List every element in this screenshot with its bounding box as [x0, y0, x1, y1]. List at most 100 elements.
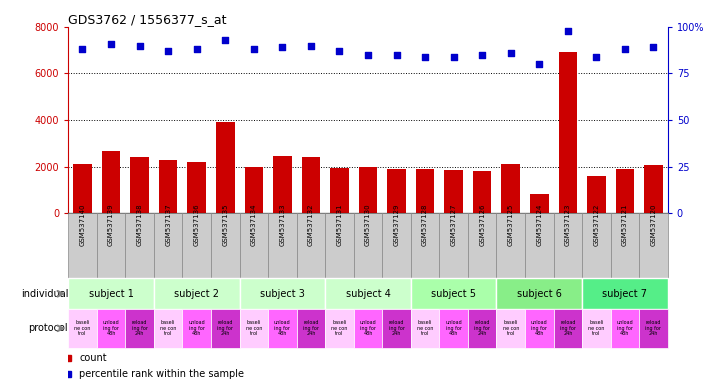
Text: unload
ing for
48h: unload ing for 48h: [617, 320, 633, 336]
Bar: [639, 213, 668, 278]
Text: subject 6: subject 6: [517, 289, 561, 299]
Bar: [126, 309, 154, 348]
Bar: [496, 213, 525, 278]
Bar: [240, 213, 268, 278]
Text: subject 3: subject 3: [260, 289, 304, 299]
Text: GSM537140: GSM537140: [80, 203, 85, 246]
Point: [533, 61, 545, 67]
Text: baseli
ne con
trol: baseli ne con trol: [246, 320, 262, 336]
Bar: [240, 278, 325, 309]
Bar: [615, 169, 634, 213]
Bar: [359, 167, 377, 213]
Text: subject 5: subject 5: [431, 289, 476, 299]
Bar: [411, 213, 439, 278]
Bar: [501, 164, 520, 213]
Bar: [468, 213, 496, 278]
Text: GSM537138: GSM537138: [136, 203, 143, 246]
Bar: [610, 309, 639, 348]
Text: unload
ing for
48h: unload ing for 48h: [103, 320, 119, 336]
Bar: [554, 309, 582, 348]
Bar: [216, 122, 235, 213]
Bar: [273, 156, 292, 213]
Bar: [130, 157, 149, 213]
Bar: [382, 213, 411, 278]
Text: subject 1: subject 1: [88, 289, 134, 299]
Bar: [444, 170, 463, 213]
Text: reload
ing for
24h: reload ing for 24h: [388, 320, 404, 336]
Bar: [73, 164, 92, 213]
Text: GSM537136: GSM537136: [194, 203, 200, 246]
Text: baseli
ne con
trol: baseli ne con trol: [503, 320, 519, 336]
Bar: [68, 278, 154, 309]
Bar: [102, 151, 121, 213]
Bar: [354, 213, 382, 278]
Bar: [554, 213, 582, 278]
Bar: [268, 309, 297, 348]
Bar: [610, 213, 639, 278]
Text: subject 2: subject 2: [174, 289, 219, 299]
Text: GSM537126: GSM537126: [479, 203, 485, 246]
Text: GSM537129: GSM537129: [393, 203, 399, 246]
Text: unload
ing for
48h: unload ing for 48h: [445, 320, 462, 336]
Text: GSM537137: GSM537137: [165, 203, 171, 246]
Bar: [416, 169, 434, 213]
Text: baseli
ne con
trol: baseli ne con trol: [74, 320, 90, 336]
Bar: [240, 309, 268, 348]
Bar: [382, 309, 411, 348]
Bar: [159, 160, 177, 213]
Text: unload
ing for
48h: unload ing for 48h: [188, 320, 205, 336]
Bar: [644, 166, 663, 213]
Point: [162, 48, 174, 54]
Text: reload
ing for
24h: reload ing for 24h: [131, 320, 148, 336]
Bar: [411, 278, 496, 309]
Bar: [182, 213, 211, 278]
Text: GSM537122: GSM537122: [593, 204, 600, 246]
Bar: [68, 213, 97, 278]
Text: reload
ing for
24h: reload ing for 24h: [474, 320, 490, 336]
Text: percentile rank within the sample: percentile rank within the sample: [79, 369, 244, 379]
Text: unload
ing for
48h: unload ing for 48h: [531, 320, 548, 336]
Bar: [97, 309, 126, 348]
Point: [648, 44, 659, 50]
Bar: [639, 309, 668, 348]
Text: GSM537125: GSM537125: [508, 204, 513, 246]
Bar: [439, 309, 468, 348]
Text: GSM537134: GSM537134: [251, 203, 257, 246]
Text: GSM537123: GSM537123: [565, 203, 571, 246]
Bar: [187, 162, 206, 213]
Bar: [297, 309, 325, 348]
Point: [220, 37, 231, 43]
Text: GSM537120: GSM537120: [651, 203, 656, 246]
Point: [77, 46, 88, 52]
Text: baseli
ne con
trol: baseli ne con trol: [588, 320, 605, 336]
Point: [477, 52, 488, 58]
Bar: [325, 278, 411, 309]
Bar: [468, 309, 496, 348]
Text: reload
ing for
24h: reload ing for 24h: [645, 320, 661, 336]
Text: reload
ing for
24h: reload ing for 24h: [218, 320, 233, 336]
Bar: [387, 169, 406, 213]
Bar: [473, 171, 491, 213]
Bar: [530, 195, 549, 213]
Bar: [439, 213, 468, 278]
Text: GSM537135: GSM537135: [223, 203, 228, 246]
Text: GSM537124: GSM537124: [536, 204, 542, 246]
Text: subject 4: subject 4: [345, 289, 391, 299]
Bar: [245, 167, 263, 213]
Point: [276, 44, 288, 50]
Text: reload
ing for
24h: reload ing for 24h: [303, 320, 319, 336]
Bar: [182, 309, 211, 348]
Text: GDS3762 / 1556377_s_at: GDS3762 / 1556377_s_at: [68, 13, 227, 26]
Point: [134, 43, 145, 49]
Point: [505, 50, 516, 56]
Bar: [354, 309, 382, 348]
Bar: [154, 309, 182, 348]
Bar: [154, 278, 240, 309]
Point: [591, 54, 602, 60]
Text: individual: individual: [21, 289, 68, 299]
Bar: [496, 309, 525, 348]
Text: baseli
ne con
trol: baseli ne con trol: [417, 320, 433, 336]
Bar: [411, 309, 439, 348]
Bar: [559, 53, 577, 213]
Bar: [496, 278, 582, 309]
